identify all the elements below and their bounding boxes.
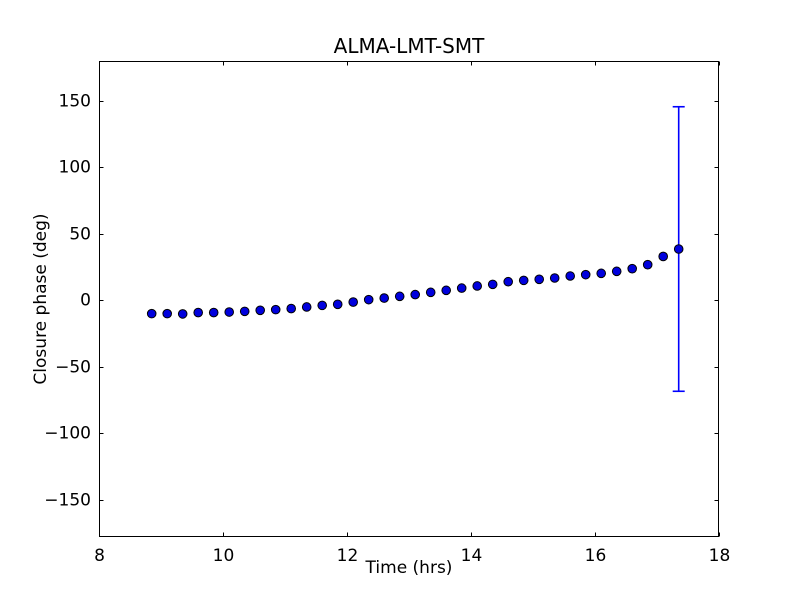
data-point [503,276,514,287]
data-point [534,274,545,285]
data-point [410,289,421,300]
data-point [627,263,638,274]
y-tick-label: 50 [69,225,91,245]
data-point [193,307,203,318]
y-tick-label: 0 [80,291,91,311]
y-ticks: −150 −100 −50 0 50 100 150 [44,92,719,511]
data-point [549,273,560,283]
y-axis-label: Closure phase (deg) [31,213,51,385]
data-point [611,266,622,277]
data-point [146,308,157,319]
data-point [224,307,234,317]
y-tick-label: −100 [44,424,91,444]
x-tick-label: 12 [337,546,359,566]
data-point [394,291,405,302]
data-point [332,299,343,310]
x-tick-label: 10 [213,546,235,566]
data-point [456,283,467,293]
data-point [162,308,172,319]
data-point [177,309,188,319]
data-point [487,279,498,290]
data-point [317,300,328,311]
data-point [642,259,653,270]
data-point [286,303,297,314]
x-axis-label: Time (hrs) [365,558,453,578]
data-point [673,244,684,254]
axes-frame [99,61,719,537]
data-point [255,305,266,316]
y-tick-label: 100 [59,158,91,178]
x-tick-label: 16 [585,546,607,566]
data-point [425,287,436,298]
data-point [565,271,576,281]
chart-title: ALMA-LMT-SMT [333,34,485,58]
data-point [363,294,374,305]
y-tick-label: −50 [55,358,91,378]
data-point [580,269,591,280]
y-tick-label: 150 [59,92,91,112]
y-tick-label: −150 [44,491,91,511]
x-tick-label: 14 [461,546,483,566]
data-point [379,293,390,303]
data-point [270,304,281,315]
data-point [348,297,359,307]
data-point [239,306,250,317]
data-point [658,251,669,262]
data-point [596,268,607,279]
data-point [208,307,219,318]
data-point [472,281,483,291]
data-point [441,285,452,296]
x-tick-label: 18 [709,546,731,566]
data-point [518,275,529,286]
data-point [301,302,312,312]
x-tick-label: 8 [94,546,105,566]
x-ticks: 8 10 12 14 16 18 [94,61,731,566]
closure-phase-points [146,244,684,319]
